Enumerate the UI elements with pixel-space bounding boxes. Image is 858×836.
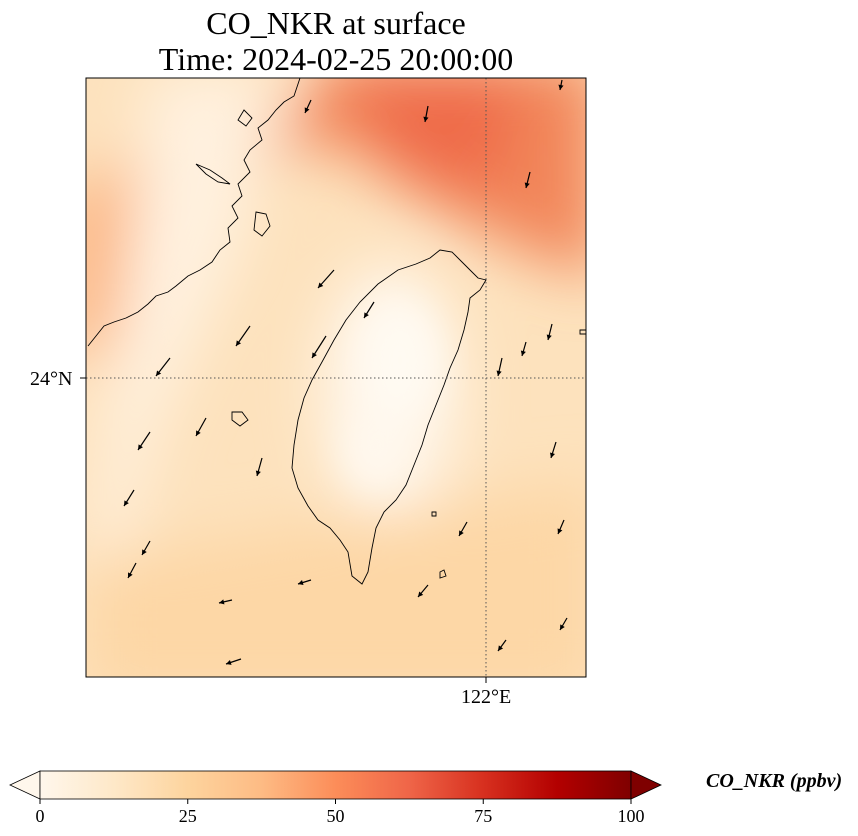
wind-arrow xyxy=(497,639,507,652)
colorbar-extend-min xyxy=(9,770,41,800)
gridlines xyxy=(86,78,586,677)
wind-arrow xyxy=(520,341,527,357)
wind-arrow xyxy=(155,357,171,377)
wind-arrow xyxy=(524,171,531,189)
colorbar-tick-marks xyxy=(39,799,632,804)
wind-arrow xyxy=(235,325,251,347)
wind-arrow xyxy=(496,357,503,377)
concentration-field xyxy=(86,78,586,677)
colorbar-gradient xyxy=(39,770,632,800)
plot-title-line2: Time: 2024-02-25 20:00:00 xyxy=(158,41,514,77)
lon-tick-label: 122°E xyxy=(461,686,512,708)
colorbar-tick-75: 75 xyxy=(474,806,493,826)
wind-arrow xyxy=(297,579,312,586)
colorbar-tick-0: 0 xyxy=(35,806,45,826)
colorbar-tick-100: 100 xyxy=(617,806,645,826)
colorbar-tick-25: 25 xyxy=(178,806,197,826)
colorbar-label: CO_NKR (ppbv) xyxy=(706,770,843,792)
wind-arrow xyxy=(255,457,263,477)
taiwan-coastline xyxy=(291,249,487,585)
wind-arrow xyxy=(218,599,233,605)
wind-arrow xyxy=(311,335,327,359)
mainland-coastline xyxy=(87,78,301,347)
wind-arrow xyxy=(137,431,151,451)
wind-arrow xyxy=(550,441,557,459)
plot-title-line1: CO_NKR at surface xyxy=(206,5,466,41)
wind-arrow xyxy=(423,105,429,123)
wind-vectors xyxy=(123,79,568,665)
coastlines xyxy=(87,78,586,585)
wind-arrow xyxy=(127,562,137,579)
wind-arrow xyxy=(546,323,553,341)
wind-arrow xyxy=(225,658,242,665)
wind-arrow xyxy=(317,269,335,289)
lat-tick-label: 24°N xyxy=(30,368,73,390)
wind-arrow xyxy=(304,99,312,114)
wind-arrow xyxy=(195,417,207,437)
wind-arrow xyxy=(559,617,568,631)
wind-arrow xyxy=(558,79,564,91)
wind-arrow xyxy=(557,519,565,535)
colorbar-extend-max xyxy=(630,770,662,800)
wind-arrow xyxy=(458,521,468,537)
wind-arrow xyxy=(363,301,375,319)
wind-arrow xyxy=(123,489,135,507)
wind-arrow xyxy=(141,540,151,556)
colorbar xyxy=(9,770,662,804)
wind-arrow xyxy=(417,584,429,598)
colorbar-tick-50: 50 xyxy=(326,806,345,826)
